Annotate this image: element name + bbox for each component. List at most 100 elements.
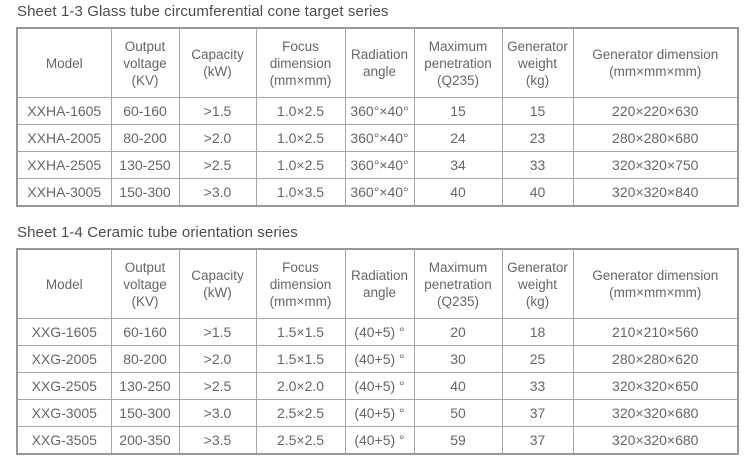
table-cell: (40+5) °: [344, 399, 415, 427]
table-cell: 210×210×560: [572, 318, 739, 346]
table-cell: 40: [413, 372, 503, 400]
table-row: XXG-2005 80-200 >2.0 1.5×1.5 (40+5) ° 30 25 280…: [16, 345, 739, 373]
table-cell: 33: [501, 151, 574, 179]
column-header: Radiation angle: [344, 27, 415, 98]
table-cell: XXG-2505: [16, 372, 112, 400]
table-row: XXG-3005 150-300 >3.0 2.5×2.5 (40+5) ° 50 37 32…: [16, 399, 739, 427]
table-cell: XXHA-2005: [16, 124, 112, 152]
column-header: Capacity (kW): [178, 27, 257, 98]
table-cell: 34: [413, 151, 503, 179]
table-cell: 320×320×680: [572, 426, 739, 455]
table-cell: 1.0×2.5: [255, 97, 346, 125]
table-cell: 320×320×750: [572, 151, 739, 179]
table-cell: >2.5: [178, 372, 257, 400]
table-cell: 60-160: [110, 318, 180, 346]
table-cell: 360°×40°: [344, 124, 415, 152]
column-header: Generator dimension (mm×mm×mm): [572, 248, 739, 319]
table-cell: 320×320×840: [572, 178, 739, 207]
column-header: Focus dimension (mm×mm): [255, 27, 346, 98]
column-header: Output voltage (KV): [110, 27, 180, 98]
table-cell: 80-200: [110, 345, 180, 373]
table-cell: 40: [501, 178, 574, 207]
table-row: XXHA-1605 60-160 >1.5 1.0×2.5 360°×40° 15 15 22…: [16, 97, 739, 125]
column-header: Model: [16, 248, 112, 319]
table-cell: XXHA-1605: [16, 97, 112, 125]
table-cell: 23: [501, 124, 574, 152]
table-cell: >3.0: [178, 178, 257, 207]
table-cell: XXG-3505: [16, 426, 112, 455]
table-header: Model Output voltage (KV) Capacity (kW) Focus d…: [16, 27, 739, 98]
table-cell: (40+5) °: [344, 345, 415, 373]
table-cell: XXHA-3005: [16, 178, 112, 207]
table-cell: 2.5×2.5: [255, 426, 346, 455]
table-cell: >1.5: [178, 318, 257, 346]
table-cell: 18: [501, 318, 574, 346]
column-header: Maximum penetration (Q235): [413, 248, 503, 319]
table-row: XXHA-3005 150-300 >3.0 1.0×3.5 360°×40° 40 40 3…: [16, 178, 739, 207]
table-cell: 1.5×1.5: [255, 345, 346, 373]
table-cell: >2.0: [178, 124, 257, 152]
table-cell: 37: [501, 399, 574, 427]
glass-tube-spec-table: Model Output voltage (KV) Capacity (kW) Focus d…: [16, 27, 739, 207]
glass-tube-series-section: Sheet 1-3 Glass tube circumferential con…: [16, 3, 739, 207]
table-cell: >2.5: [178, 151, 257, 179]
table-cell: 1.0×3.5: [255, 178, 346, 207]
table-cell: 360°×40°: [344, 178, 415, 207]
table-cell: >2.0: [178, 345, 257, 373]
table-body: XXHA-1605 60-160 >1.5 1.0×2.5 360°×40° 15 15 22…: [16, 97, 739, 207]
table-cell: XXG-2005: [16, 345, 112, 373]
table-cell: 320×320×680: [572, 399, 739, 427]
table-cell: (40+5) °: [344, 318, 415, 346]
table-cell: 280×280×680: [572, 124, 739, 152]
table-cell: >3.0: [178, 399, 257, 427]
table-cell: 150-300: [110, 399, 180, 427]
table-cell: >1.5: [178, 97, 257, 125]
header-row: Model Output voltage (KV) Capacity (kW) Focus d…: [16, 27, 739, 98]
table-cell: 2.5×2.5: [255, 399, 346, 427]
table-cell: 20: [413, 318, 503, 346]
table-cell: 37: [501, 426, 574, 455]
table-cell: 80-200: [110, 124, 180, 152]
table-row: XXHA-2005 80-200 >2.0 1.0×2.5 360°×40° 24 23 28…: [16, 124, 739, 152]
table-cell: 24: [413, 124, 503, 152]
table-cell: 15: [501, 97, 574, 125]
table-cell: 25: [501, 345, 574, 373]
column-header: Generator dimension (mm×mm×mm): [572, 27, 739, 98]
table-cell: 40: [413, 178, 503, 207]
table-cell: XXG-3005: [16, 399, 112, 427]
table-cell: 2.0×2.0: [255, 372, 346, 400]
table-row: XXG-1605 60-160 >1.5 1.5×1.5 (40+5) ° 20 18 210…: [16, 318, 739, 346]
table-cell: 320×320×650: [572, 372, 739, 400]
table-row: XXHA-2505 130-250 >2.5 1.0×2.5 360°×40° 34 33 3…: [16, 151, 739, 179]
table-cell: 60-160: [110, 97, 180, 125]
column-header: Output voltage (KV): [110, 248, 180, 319]
column-header: Maximum penetration (Q235): [413, 27, 503, 98]
table-cell: 360°×40°: [344, 97, 415, 125]
table-cell: >3.5: [178, 426, 257, 455]
table-cell: (40+5) °: [344, 372, 415, 400]
ceramic-tube-series-section: Sheet 1-4 Ceramic tube orientation serie…: [16, 224, 739, 455]
table-row: XXG-2505 130-250 >2.5 2.0×2.0 (40+5) ° 40 33 32…: [16, 372, 739, 400]
table-row: XXG-3505 200-350 >3.5 2.5×2.5 (40+5) ° 59 37 32…: [16, 426, 739, 455]
table-cell: 220×220×630: [572, 97, 739, 125]
table-cell: 360°×40°: [344, 151, 415, 179]
column-header: Model: [16, 27, 112, 98]
table-cell: 1.0×2.5: [255, 151, 346, 179]
table-cell: 33: [501, 372, 574, 400]
table-cell: XXHA-2505: [16, 151, 112, 179]
table-cell: 150-300: [110, 178, 180, 207]
table-cell: (40+5) °: [344, 426, 415, 455]
table-cell: 200-350: [110, 426, 180, 455]
table-cell: 59: [413, 426, 503, 455]
table-cell: XXG-1605: [16, 318, 112, 346]
table-cell: 280×280×620: [572, 345, 739, 373]
column-header: Generator weight (kg): [501, 27, 574, 98]
header-row: Model Output voltage (KV) Capacity (kW) Focus d…: [16, 248, 739, 319]
table-cell: 130-250: [110, 151, 180, 179]
table-cell: 30: [413, 345, 503, 373]
column-header: Generator weight (kg): [501, 248, 574, 319]
table-cell: 130-250: [110, 372, 180, 400]
table-cell: 50: [413, 399, 503, 427]
table-header: Model Output voltage (KV) Capacity (kW) Focus d…: [16, 248, 739, 319]
